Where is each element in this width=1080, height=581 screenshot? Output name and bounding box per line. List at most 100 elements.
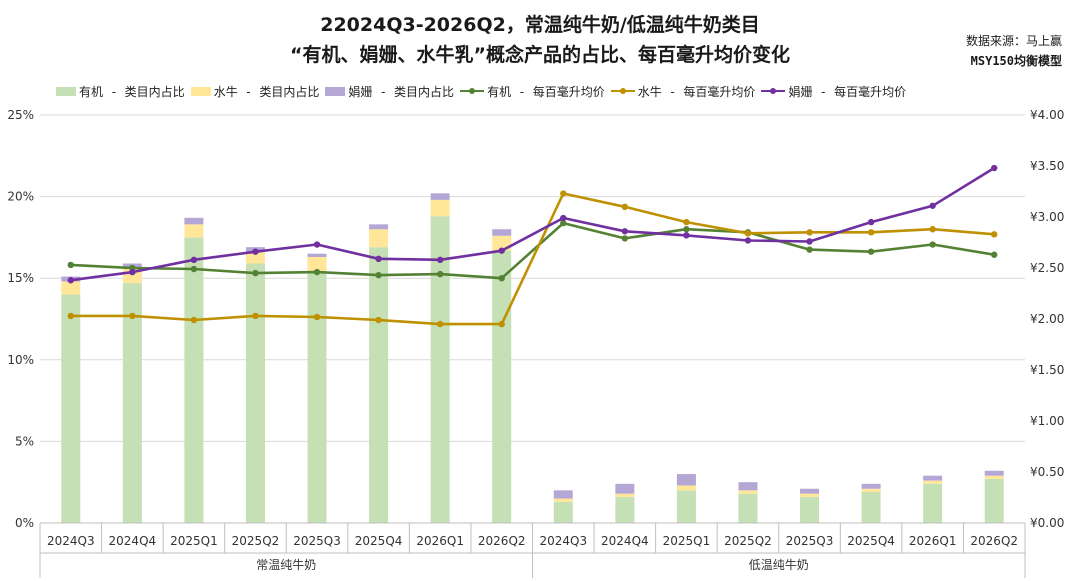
y-right-tick-label: ¥1.50 xyxy=(1030,363,1064,377)
point-buffalo-price xyxy=(991,231,998,238)
bar-jersey-share xyxy=(307,253,327,257)
legend-line-organic-price xyxy=(460,86,485,96)
point-organic-price xyxy=(190,265,198,273)
legend-item-organic-share: 有机 - 类目内占比 xyxy=(56,83,185,100)
bar-buffalo-share xyxy=(923,480,943,484)
point-jersey-price xyxy=(867,218,875,226)
point-buffalo-price xyxy=(744,230,752,237)
point-buffalo-price xyxy=(867,229,875,236)
bar-organic-share xyxy=(184,237,204,523)
bar-organic-share xyxy=(369,247,389,523)
point-buffalo-price xyxy=(621,203,629,210)
bar-organic-share xyxy=(307,271,327,523)
x-tick-label: 2025Q4 xyxy=(355,534,403,548)
legend-label-organic-share: 有机 - 类目内占比 xyxy=(79,84,185,99)
point-organic-price xyxy=(560,219,567,227)
y-left-tick-label: 10% xyxy=(7,353,34,367)
point-buffalo-price xyxy=(252,312,259,320)
y-right-tick-label: ¥0.50 xyxy=(1030,465,1064,479)
point-organic-price xyxy=(867,248,875,255)
point-buffalo-price xyxy=(313,313,321,321)
bar-organic-share xyxy=(676,490,696,523)
legend-line-jersey-price xyxy=(761,86,786,96)
bar-jersey-share xyxy=(984,470,1004,476)
point-jersey-price xyxy=(375,255,382,263)
y-right-tick-label: ¥3.50 xyxy=(1030,159,1064,173)
bar-jersey-share xyxy=(553,490,573,499)
point-organic-price xyxy=(929,241,936,248)
bar-jersey-share xyxy=(800,488,820,494)
bar-jersey-share xyxy=(923,475,943,481)
point-jersey-price xyxy=(744,237,752,244)
legend-item-buffalo-share: 水牛 - 类目内占比 xyxy=(190,83,320,100)
point-organic-price xyxy=(806,246,813,253)
bar-organic-share xyxy=(615,496,635,523)
y-right-tick-label: ¥1.00 xyxy=(1030,414,1064,428)
point-organic-price xyxy=(991,251,998,258)
legend-swatch-buffalo-share xyxy=(190,86,211,96)
bar-buffalo-share xyxy=(307,256,327,272)
bar-organic-share xyxy=(923,483,943,523)
point-jersey-price xyxy=(129,268,136,276)
bar-jersey-share xyxy=(676,474,696,486)
point-jersey-price xyxy=(683,232,690,239)
legend-item-jersey-price: 娟姗 - 每百毫升均价 xyxy=(761,83,906,100)
point-buffalo-price xyxy=(190,316,198,324)
bar-buffalo-share xyxy=(184,224,204,238)
legend-item-organic-price: 有机 - 每百毫升均价 xyxy=(460,83,605,100)
line-jersey-price xyxy=(70,166,995,282)
legend-item-jersey-share: 娟姗 - 类目内占比 xyxy=(325,83,454,100)
point-organic-price xyxy=(683,226,690,233)
x-tick-label: 2024Q4 xyxy=(109,534,157,548)
legend-label-buffalo-share: 水牛 - 类目内占比 xyxy=(213,84,320,99)
x-group-label: 低温纯牛奶 xyxy=(749,557,809,572)
bar-organic-share xyxy=(430,216,450,523)
x-tick-label: 2025Q4 xyxy=(847,534,895,548)
chart-legend: 有机 - 类目内占比 水牛 - 类目内占比 娟姗 - 类目内占比 有机 - 每百… xyxy=(56,81,912,101)
y-right-tick-label: ¥2.00 xyxy=(1030,312,1064,326)
point-buffalo-price xyxy=(560,190,567,197)
bar-jersey-share xyxy=(492,229,512,236)
bar-buffalo-share xyxy=(738,490,758,494)
point-buffalo-price xyxy=(683,218,690,226)
x-tick-label: 2025Q2 xyxy=(232,534,280,548)
point-buffalo-price xyxy=(67,312,74,320)
legend-label-organic-price: 有机 - 每百毫升均价 xyxy=(487,84,605,99)
bar-jersey-share xyxy=(184,217,204,225)
bar-buffalo-share xyxy=(984,475,1004,479)
point-buffalo-price xyxy=(129,312,136,320)
bar-buffalo-share xyxy=(800,493,820,497)
bar-organic-share xyxy=(122,283,142,523)
legend-label-jersey-share: 娟姗 - 类目内占比 xyxy=(348,84,455,99)
point-organic-price xyxy=(67,261,74,269)
chart-title: 22024Q3-2026Q2，常温纯牛奶/低温纯牛奶类目 xyxy=(320,14,760,36)
bar-organic-share xyxy=(800,496,820,523)
bar-organic-share xyxy=(245,263,265,523)
point-organic-price xyxy=(436,270,444,278)
bar-organic-share xyxy=(61,294,81,523)
y-left-tick-label: 5% xyxy=(15,434,34,448)
x-group-label: 常温纯牛奶 xyxy=(256,557,316,572)
x-tick-label: 2026Q2 xyxy=(478,534,526,548)
point-jersey-price xyxy=(190,256,198,264)
point-buffalo-price xyxy=(375,316,382,324)
point-jersey-price xyxy=(621,228,629,235)
point-jersey-price xyxy=(252,248,259,255)
bar-buffalo-share xyxy=(615,493,635,497)
point-organic-price xyxy=(252,269,259,277)
x-tick-label: 2025Q3 xyxy=(293,534,341,548)
point-organic-price xyxy=(621,235,629,242)
point-jersey-price xyxy=(313,241,321,248)
bar-organic-share xyxy=(553,501,573,523)
bar-buffalo-share xyxy=(676,485,696,491)
model-label: MSY150均衡模型 xyxy=(970,54,1062,68)
x-tick-label: 2026Q2 xyxy=(970,534,1018,548)
y-left-tick-label: 20% xyxy=(7,190,34,204)
legend-swatch-jersey-share xyxy=(325,86,346,96)
source-label: 数据来源：马上赢 xyxy=(965,34,1062,48)
point-organic-price xyxy=(313,268,321,276)
legend-label-buffalo-price: 水牛 - 每百毫升均价 xyxy=(637,84,756,99)
bar-buffalo-share xyxy=(553,498,573,502)
point-jersey-price xyxy=(991,164,998,172)
